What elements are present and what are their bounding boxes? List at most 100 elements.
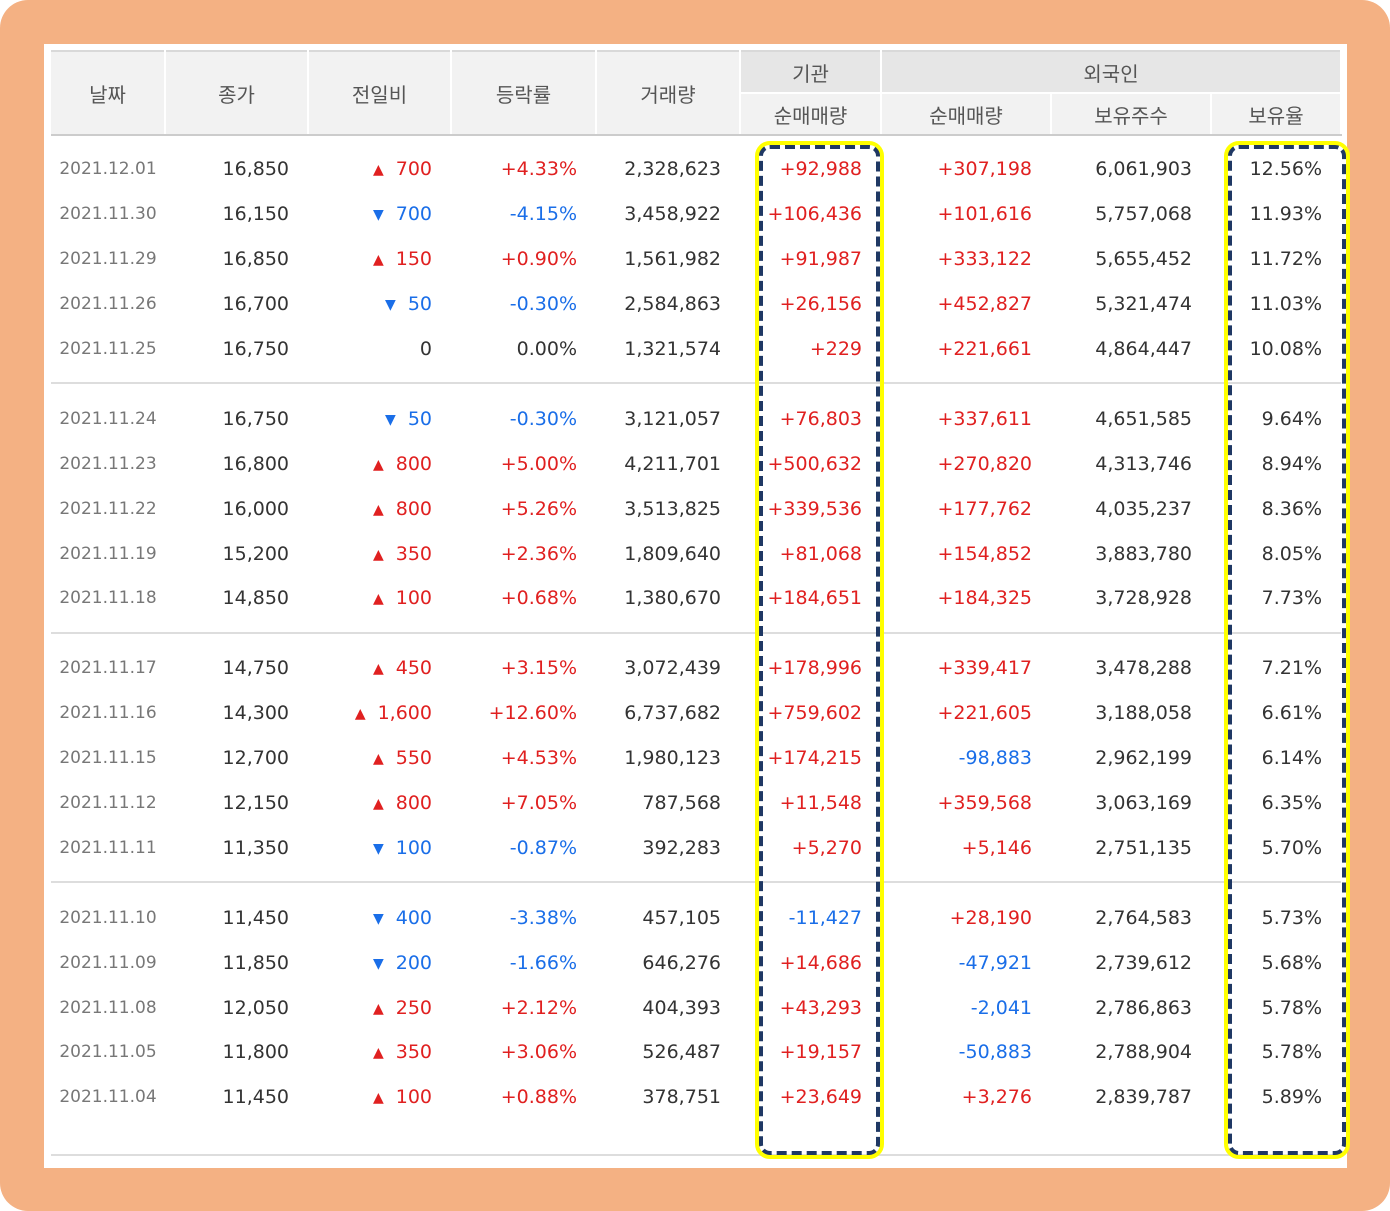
triangle-down-icon: ▼: [372, 207, 384, 224]
close-cell: 12,050: [222, 996, 289, 1019]
volume-cell: 1,380,670: [624, 587, 721, 610]
inst-net-cell: +92,988: [779, 158, 862, 181]
foreign-ratio-cell: 7.73%: [1261, 587, 1323, 610]
volume-cell: 1,980,123: [624, 747, 721, 770]
rate-cell: +4.53%: [500, 747, 577, 770]
foreign-holdings-cell: 4,651,585: [1095, 407, 1192, 430]
table-row: 2021.11.08 12,050 ▲ 250 +2.12% 404,393 +43,293…: [51, 985, 1341, 1030]
foreign-ratio-cell: 11.93%: [1249, 203, 1323, 226]
foreign-ratio-cell: 7.21%: [1261, 657, 1323, 680]
foreign-net-cell: -47,921: [958, 951, 1032, 974]
diff-value: 50: [407, 407, 432, 430]
volume-cell: 4,211,701: [624, 452, 721, 475]
close-cell: 11,350: [222, 836, 289, 859]
inst-net-cell: +11,548: [779, 792, 862, 815]
foreign-net-cell: +270,820: [937, 452, 1033, 475]
header-foreign-holdings: 보유주수: [1051, 92, 1212, 136]
table-row: 2021.11.23 16,800 ▲ 800 +5.00% 4,211,701 +500,…: [51, 441, 1341, 486]
date-cell: 2021.12.01: [59, 159, 157, 180]
volume-cell: 3,072,439: [624, 657, 721, 680]
table-body: 2021.12.01 16,850 ▲ 700 +4.33% 2,328,623 +92,9…: [51, 135, 1342, 1120]
diff-value: 0: [419, 338, 432, 360]
inst-net-cell: -11,427: [788, 906, 862, 929]
foreign-holdings-cell: 2,751,135: [1095, 836, 1192, 859]
inst-net-cell: +14,686: [779, 951, 862, 974]
foreign-holdings-cell: 2,839,787: [1095, 1086, 1192, 1109]
foreign-holdings-cell: 4,864,447: [1095, 338, 1192, 360]
table-row: 2021.11.10 11,450 ▼ 400 -3.38% 457,105 -11,427…: [51, 895, 1341, 940]
rate-cell: +5.26%: [500, 497, 577, 520]
triangle-down-icon: ▼: [372, 955, 384, 972]
date-cell: 2021.11.04: [59, 1087, 157, 1108]
diff-cell: ▲ 100: [308, 1075, 451, 1120]
date-cell: 2021.11.19: [59, 543, 157, 564]
rate-cell: 0.00%: [516, 338, 577, 360]
foreign-net-cell: -50,883: [958, 1041, 1032, 1064]
inst-net-cell: +184,651: [767, 587, 863, 610]
table-row: 2021.11.16 14,300 ▲ 1,600 +12.60% 6,737,682 +7…: [51, 691, 1341, 736]
diff-value: 100: [395, 587, 432, 610]
rate-cell: -0.87%: [509, 836, 577, 859]
foreign-ratio-cell: 8.94%: [1261, 452, 1323, 475]
triangle-up-icon: ▲: [354, 706, 366, 723]
foreign-holdings-cell: 3,063,169: [1095, 792, 1192, 815]
diff-cell: ▲ 350: [308, 1030, 451, 1075]
foreign-net-cell: +339,417: [937, 657, 1033, 680]
volume-cell: 3,513,825: [624, 497, 721, 520]
diff-cell: ▲ 250: [308, 985, 451, 1030]
date-cell: 2021.11.30: [59, 204, 157, 225]
diff-value: 200: [395, 951, 432, 974]
foreign-ratio-cell: 5.73%: [1261, 906, 1323, 929]
header-date: 날짜: [51, 51, 166, 136]
header-volume: 거래량: [596, 51, 741, 136]
diff-value: 800: [395, 452, 432, 475]
close-cell: 11,450: [222, 1086, 289, 1109]
foreign-holdings-cell: 4,035,237: [1095, 497, 1192, 520]
table-panel: 날짜 종가 전일비 등락률 거래량 기관 외국인 순매매량 순매매량 보유주수 …: [44, 44, 1347, 1168]
diff-value: 550: [395, 747, 432, 770]
diff-value: 1,600: [377, 702, 432, 725]
date-cell: 2021.11.18: [59, 588, 157, 609]
foreign-ratio-cell: 8.36%: [1261, 497, 1323, 520]
date-cell: 2021.11.08: [59, 997, 157, 1018]
foreign-holdings-cell: 4,313,746: [1095, 452, 1192, 475]
foreign-net-cell: +184,325: [937, 587, 1033, 610]
inst-net-cell: +178,996: [767, 657, 863, 680]
inst-net-cell: +229: [809, 338, 862, 360]
header-close: 종가: [165, 51, 309, 136]
group-gap: [51, 621, 1341, 633]
diff-cell: ▲ 700: [308, 147, 451, 192]
table-row: 2021.11.04 11,450 ▲ 100 +0.88% 378,751 +23,649…: [51, 1075, 1341, 1120]
date-cell: 2021.11.11: [59, 837, 157, 858]
foreign-holdings-cell: 3,883,780: [1095, 542, 1192, 565]
foreign-ratio-cell: 8.05%: [1261, 542, 1323, 565]
foreign-holdings-cell: 3,188,058: [1095, 702, 1192, 725]
foreign-ratio-cell: 10.08%: [1249, 338, 1323, 360]
table-row: 2021.11.17 14,750 ▲ 450 +3.15% 3,072,439 +178,…: [51, 646, 1341, 691]
rate-cell: +3.06%: [500, 1041, 577, 1064]
volume-cell: 1,809,640: [624, 542, 721, 565]
group-gap: [51, 371, 1341, 383]
diff-cell: ▲ 800: [308, 486, 451, 531]
foreign-net-cell: +337,611: [937, 407, 1033, 430]
close-cell: 16,150: [222, 203, 289, 226]
table-row: 2021.11.05 11,800 ▲ 350 +3.06% 526,487 +19,157…: [51, 1030, 1341, 1075]
inst-net-cell: +23,649: [779, 1086, 862, 1109]
foreign-holdings-cell: 5,757,068: [1095, 203, 1192, 226]
diff-value: 450: [395, 657, 432, 680]
inst-net-cell: +759,602: [767, 702, 863, 725]
volume-cell: 457,105: [642, 906, 721, 929]
rate-cell: -1.66%: [509, 951, 577, 974]
rate-cell: +7.05%: [500, 792, 577, 815]
foreign-holdings-cell: 2,764,583: [1095, 906, 1192, 929]
inst-net-cell: +174,215: [767, 747, 863, 770]
foreign-net-cell: -2,041: [970, 996, 1032, 1019]
rate-cell: +0.90%: [500, 248, 577, 271]
triangle-up-icon: ▲: [372, 546, 384, 563]
foreign-net-cell: +221,661: [937, 338, 1033, 360]
close-cell: 11,800: [222, 1041, 289, 1064]
diff-cell: ▼ 50: [308, 282, 451, 327]
inst-net-cell: +81,068: [779, 542, 862, 565]
inst-net-cell: +26,156: [779, 293, 862, 316]
